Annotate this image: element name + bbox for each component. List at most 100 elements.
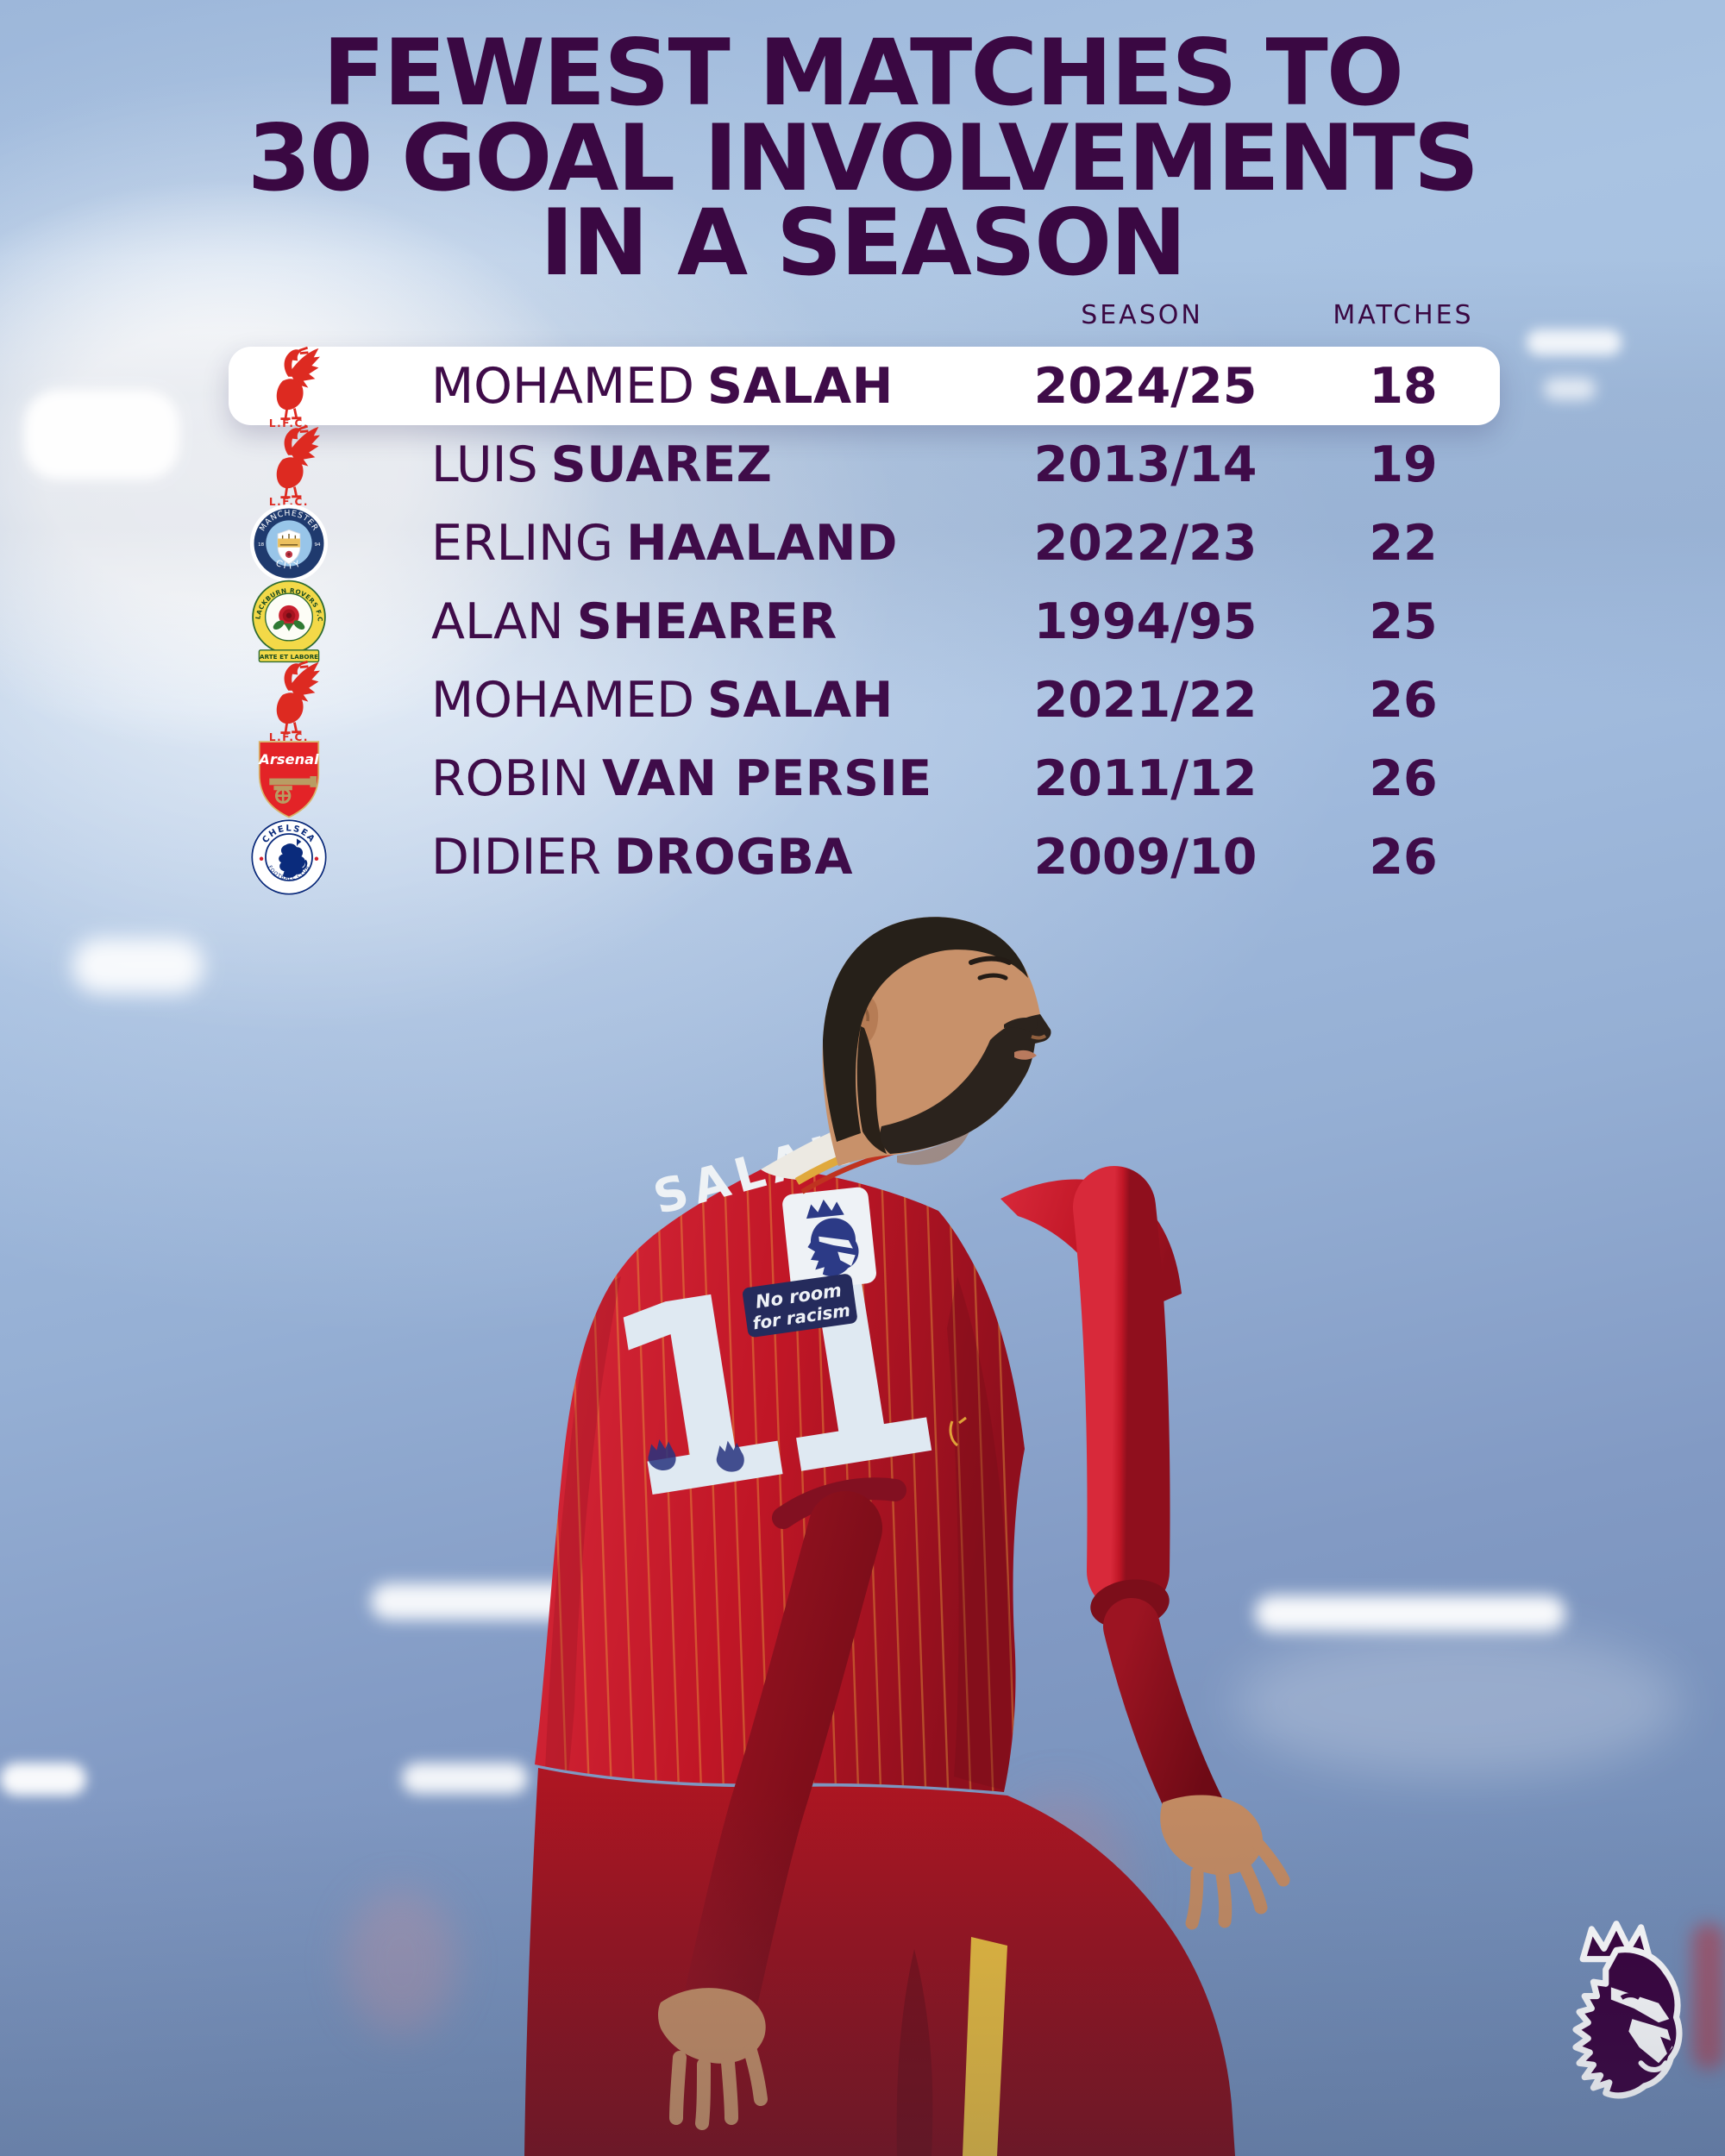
manchester-city-crest-icon: MANCHESTER CITY 18 94 bbox=[249, 504, 329, 582]
player-last-name: VAN PERSIE bbox=[602, 749, 932, 807]
player-first-name: LUIS bbox=[431, 436, 538, 493]
matches-cell: 26 bbox=[1369, 749, 1438, 807]
season-cell: 2009/10 bbox=[1033, 828, 1258, 886]
haze-right bbox=[1233, 1630, 1682, 1777]
bokeh-light-2 bbox=[1544, 378, 1596, 400]
beard bbox=[880, 1014, 1051, 1154]
player-last-name: SALAH bbox=[706, 357, 894, 415]
matches-cell: 26 bbox=[1369, 671, 1438, 729]
player-first-name: MOHAMED bbox=[431, 357, 694, 415]
arsenal-crest-icon: Arsenal bbox=[257, 740, 319, 818]
season-cell: 2024/25 bbox=[1033, 357, 1258, 415]
light-bar-bottom-1 bbox=[0, 1763, 86, 1796]
liverpool-crest-icon: L.F.C. bbox=[269, 346, 320, 428]
player-left-arm bbox=[658, 1477, 906, 2130]
player-first-name: ALAN bbox=[431, 592, 564, 650]
player-shirt-torso bbox=[535, 1166, 1025, 1792]
eyebrow bbox=[969, 956, 1012, 965]
club-badge-blackburn: BLACKBURN ROVERS F.C. ARTE ET LABORE bbox=[237, 578, 341, 666]
city-year-right: 94 bbox=[314, 542, 321, 547]
table-row: BLACKBURN ROVERS F.C. ARTE ET LABORE ALA… bbox=[229, 578, 1500, 662]
player-right-hand bbox=[1160, 1795, 1263, 1876]
player-name-cell: ROBIN VAN PERSIE bbox=[431, 750, 932, 807]
column-header-season: SEASON bbox=[1081, 300, 1203, 330]
liverbird-chest-crest bbox=[949, 1416, 967, 1447]
matches-cell: 22 bbox=[1369, 514, 1438, 572]
shorts-stripe bbox=[963, 1937, 1007, 2156]
player-name-cell: ERLING HAALAND bbox=[431, 515, 898, 572]
player-first-name: ERLING bbox=[431, 514, 613, 572]
matches-cell: 19 bbox=[1369, 436, 1438, 493]
hair bbox=[823, 917, 1028, 1142]
blackburn-rovers-crest-icon: BLACKBURN ROVERS F.C. ARTE ET LABORE bbox=[249, 578, 326, 662]
premier-league-logo-icon bbox=[1572, 1921, 1683, 2099]
liverpool-caption: L.F.C. bbox=[269, 417, 309, 428]
season-cell: 1994/95 bbox=[1033, 592, 1258, 650]
arsenal-name-text: Arsenal bbox=[257, 750, 319, 767]
liverpool-crest-icon: L.F.C. bbox=[269, 424, 320, 506]
player-last-name: SUAREZ bbox=[550, 436, 773, 493]
matches-cell: 18 bbox=[1369, 357, 1438, 415]
season-cell: 2013/14 bbox=[1033, 436, 1258, 493]
premier-league-sleeve-badge-icon bbox=[782, 1187, 876, 1291]
table-row: L.F.C. MOHAMED SALAH 2021/22 26 bbox=[229, 659, 1500, 742]
table-row: CHELSEA FOOTBALL CLUB DIDIER DROGBA 2009/… bbox=[229, 818, 1500, 896]
lips bbox=[1014, 1050, 1037, 1060]
city-ring-bottom: CITY bbox=[274, 558, 302, 571]
liverpool-caption: L.F.C. bbox=[269, 496, 309, 506]
season-cell: 2021/22 bbox=[1033, 671, 1258, 729]
player-name-cell: ALAN SHEARER bbox=[431, 593, 837, 650]
svg-text:CITY: CITY bbox=[274, 558, 304, 571]
liverpool-crest-icon: L.F.C. bbox=[269, 660, 320, 742]
page-title: FEWEST MATCHES TO 30 GOAL INVOLVEMENTS I… bbox=[0, 20, 1725, 297]
club-badge-liverpool: L.F.C. bbox=[237, 423, 341, 506]
player-name-cell: MOHAMED SALAH bbox=[431, 358, 894, 415]
player-right-arm bbox=[1000, 1166, 1290, 1930]
player-name-cell: DIDIER DROGBA bbox=[431, 829, 853, 886]
column-header-matches: MATCHES bbox=[1333, 300, 1474, 330]
city-year-left: 18 bbox=[258, 542, 265, 547]
floodlight-small bbox=[72, 938, 204, 993]
floodlight-glow bbox=[24, 390, 179, 479]
table-row: L.F.C. MOHAMED SALAH 2024/25 18 bbox=[229, 345, 1500, 428]
number-lion-marks bbox=[648, 1439, 744, 1472]
table-row: Arsenal ROBIN VAN PERSIE 2011/12 26 bbox=[229, 739, 1500, 818]
club-badge-arsenal: Arsenal bbox=[237, 737, 341, 820]
player-left-hand bbox=[658, 1988, 766, 2064]
player-first-name: ROBIN bbox=[431, 749, 590, 807]
season-cell: 2011/12 bbox=[1033, 749, 1258, 807]
column-headers: SEASON MATCHES bbox=[0, 300, 1725, 338]
table-row: MANCHESTER CITY 18 94 ERLING HAALAND 2022… bbox=[229, 504, 1500, 582]
club-badge-liverpool: L.F.C. bbox=[237, 659, 341, 742]
player-head bbox=[822, 917, 1051, 1166]
title-line-1: FEWEST MATCHES TO bbox=[323, 20, 1404, 126]
club-badge-liverpool: L.F.C. bbox=[237, 345, 341, 428]
liverpool-caption: L.F.C. bbox=[269, 731, 309, 742]
player-first-name: DIDIER bbox=[431, 828, 602, 886]
player-first-name: MOHAMED bbox=[431, 671, 694, 729]
shirt-number-text: 11 bbox=[585, 1213, 944, 1560]
club-badge-chelsea: CHELSEA FOOTBALL CLUB bbox=[237, 818, 341, 896]
title-line-2: 30 GOAL INVOLVEMENTS bbox=[247, 104, 1479, 211]
red-blur-edge bbox=[1692, 1923, 1725, 2070]
player-name-cell: MOHAMED SALAH bbox=[431, 672, 894, 729]
player-last-name: SALAH bbox=[706, 671, 894, 729]
ranking-table: L.F.C. MOHAMED SALAH 2024/25 18 L.F.C bbox=[229, 345, 1500, 896]
no-room-for-racism-patch: No room for racism bbox=[743, 1274, 857, 1338]
matches-cell: 25 bbox=[1369, 592, 1438, 650]
player-last-name: DROGBA bbox=[614, 828, 854, 886]
season-cell: 2022/23 bbox=[1033, 514, 1258, 572]
chelsea-crest-icon: CHELSEA FOOTBALL CLUB bbox=[250, 818, 328, 895]
player-photo-salah: SALAH 11 No room for racism bbox=[524, 917, 1290, 2156]
table-row: L.F.C. LUIS SUAREZ 2013/14 19 bbox=[229, 423, 1500, 506]
player-name-cell: LUIS SUAREZ bbox=[431, 436, 773, 493]
club-badge-manchester-city: MANCHESTER CITY 18 94 bbox=[237, 504, 341, 583]
player-last-name: SHEARER bbox=[576, 592, 837, 650]
eye bbox=[977, 973, 1008, 981]
matches-cell: 26 bbox=[1369, 828, 1438, 886]
blackburn-banner-text: ARTE ET LABORE bbox=[260, 652, 318, 660]
player-last-name: HAALAND bbox=[626, 514, 898, 572]
player-shorts bbox=[524, 1768, 1235, 2156]
title-line-3: IN A SEASON bbox=[540, 190, 1187, 297]
